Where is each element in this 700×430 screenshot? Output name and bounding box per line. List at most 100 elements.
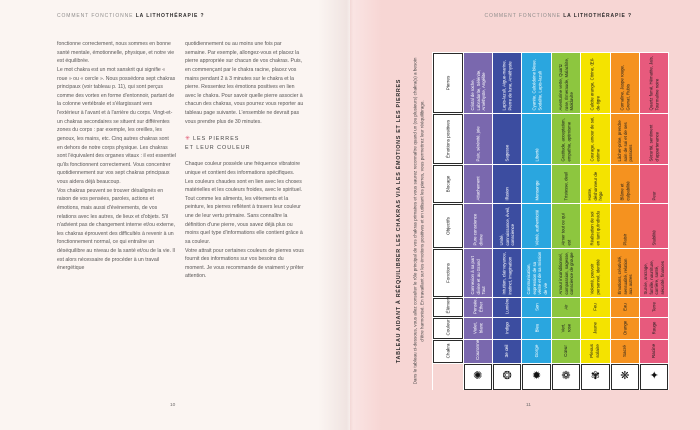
cell-fonctions: Communication, expression de sa vérité e… [522, 248, 551, 297]
cell-fonctions: Connexion à sa part divine et au Grand T… [463, 248, 492, 297]
running-head-title: LA LITHOTHÉRAPIE ? [135, 13, 205, 19]
cell-text: Eau [622, 303, 628, 311]
cell-text: Lapis-lazuli, Aigue-marine, Pierre de lu… [501, 59, 513, 110]
cell-element: Terre [640, 297, 669, 317]
cell-fonctions: Amour inconditionnel, compassion, sagess… [551, 248, 581, 297]
cell-couleur: Jaune [581, 317, 610, 339]
table-row-element: Élément Pensée, Éther Lumière Son Air Feu Eau T… [432, 297, 669, 317]
cell-pierres: Calcite orange, Citrine, Œil-de-tigre [581, 52, 610, 113]
row-label-text: Objectifs [444, 216, 450, 235]
row-label-objectifs: Objectifs [432, 203, 463, 248]
cell-blocage: Attachement [463, 164, 492, 203]
left-page-column-2: quotidiennement ou au moins une fois par… [185, 40, 304, 281]
cell-blocage: Mensonge [522, 164, 551, 203]
cell-objectifs: Unité, connaissance, éveil, conscience [492, 203, 522, 248]
table-row-pierres: Pierres Cristal de roche, Labradorite, Sé… [432, 52, 669, 113]
cell-text: Terre [651, 302, 657, 312]
cell-text: Intuition, clairvoyance, instinct, imagi… [501, 251, 513, 294]
right-page: COMMENT FONCTIONNE LA LITHOTHÉRAPIE ? TA… [350, 0, 700, 430]
lotus-glyph: ✹ [531, 370, 542, 382]
body-paragraph: Vos chakras peuvent se trouver désaligné… [57, 187, 176, 272]
table-sidebar-title-text: TABLEAU AIDANT À RÉÉQUILIBRER LES CHAKRA… [396, 78, 402, 363]
lotus-glyph: ✦ [649, 370, 659, 382]
row-label-element: Élément [432, 297, 463, 317]
cell-text: Plexus solaire [589, 344, 601, 358]
cell-element: Air [551, 297, 581, 317]
row-label-couleur: Couleur [432, 317, 463, 339]
chakra-symbol-icon: ✦ [640, 363, 669, 390]
cell-text: Paix, sérénité, joie [474, 125, 480, 161]
cell-text: Feu [592, 303, 598, 311]
cell-text: Blâme et culpabilité [619, 180, 630, 200]
row-label-chakra: Chakra [432, 339, 463, 363]
cell-chakra: Sacré [610, 339, 640, 363]
cell-element: Son [522, 297, 551, 317]
table-sidebar-title: TABLEAU AIDANT À RÉÉQUILIBRER LES CHAKRA… [392, 52, 406, 389]
cell-couleur: Violet, blanc [463, 317, 492, 339]
cell-text: Bleu [533, 323, 539, 333]
cell-pierres: Quartz fumé, Hématite, Jais, Tourmaline … [640, 52, 669, 113]
running-head-title: LA LITHOTHÉRAPIE ? [563, 13, 632, 19]
table-row-emotions: Émotions positives Paix, sérénité, joie Sa… [432, 113, 669, 164]
cell-emotions: Liberté [522, 113, 551, 164]
cell-chakra: 3e œil [492, 339, 522, 363]
cell-element: Feu [581, 297, 610, 317]
cell-chakra: Gorge [522, 339, 551, 363]
cell-text: Aventurine verte, Quartz rose, Émeraude,… [557, 57, 574, 110]
cell-text: Volonté, pouvoir personnel, identité [589, 258, 601, 294]
cell-element: Lumière [492, 297, 522, 317]
cell-pierres: Cyanite, Calcédoine bleue, Sodalite, Lap… [522, 52, 551, 113]
cell-text: Cœur [563, 345, 569, 357]
cell-blocage: Blâme et culpabilité [610, 164, 640, 203]
running-head-prefix: COMMENT FONCTIONNE [57, 13, 134, 19]
cell-blocage: Tristesse, deuil [551, 164, 581, 203]
cell-text: Connexion à sa part divine et au Grand T… [469, 255, 486, 294]
table-sidebar-intro: Dans le tableau ci-dessous, vous allez c… [407, 52, 431, 389]
cell-text: Réalisation de soi en tant qu'individu [589, 210, 601, 245]
cell-text: Vert, rose [560, 323, 571, 333]
cell-text: Pensée, Éther [472, 298, 483, 314]
cell-text: Unité, connaissance, éveil, conscience [498, 206, 515, 245]
cell-text: Illusion [504, 186, 510, 200]
row-label-pierres: Pierres [432, 52, 463, 113]
cell-text: Vérité, authenticité [533, 209, 539, 245]
cell-pierres: Cornaline, Jaspe rouge, Grenat, Rubis [610, 52, 640, 113]
cell-text: Cyanite, Calcédoine bleue, Sodalite, Lap… [531, 58, 542, 110]
cell-chakra: Racine [640, 339, 669, 363]
cell-emotions: Courage, amour de soi, estime [581, 113, 610, 164]
cell-text: Attachement [474, 175, 480, 200]
row-label-text: Émotions positives [444, 119, 450, 158]
cell-text: 3e œil [504, 344, 510, 358]
cell-text: Cristal de roche, Labradorite, Sélénite,… [469, 69, 486, 110]
column-2-top-paragraphs: quotidiennement ou au moins une fois par… [185, 40, 304, 126]
section-heading: ✳ LES PIERRES ET LEUR COULEUR [185, 135, 304, 152]
table-row-chakra: Chakra Couronne 3e œil Gorge Cœur Plexus sola… [432, 339, 669, 363]
cell-chakra: Cœur [551, 339, 581, 363]
body-paragraph: Votre attrait pour certaines couleurs de… [185, 247, 304, 280]
section-star-icon: ✳ [185, 136, 192, 143]
cell-objectifs: Pure conscience divine [463, 203, 492, 248]
cell-text: Indigo [504, 322, 510, 334]
cell-text: Aimer tout ce qui est [560, 212, 571, 245]
lotus-glyph: ✺ [473, 370, 483, 382]
cell-fonctions: Survie, ancrage, famille, nourriture, ca… [640, 248, 669, 297]
cell-text: Jaune [592, 322, 598, 334]
cell-text: Mensonge [533, 179, 539, 200]
section-heading-line2: ET LEUR COULEUR [185, 145, 251, 152]
left-page: COMMENT FONCTIONNE LA LITHOTHÉRAPIE ? fo… [0, 0, 350, 430]
body-paragraph: Tout comme les aliments, les vêtements e… [185, 195, 303, 245]
column-2-bottom-paragraphs: Chaque couleur possède une fréquence vib… [185, 160, 304, 281]
cell-text: Stabilité [651, 229, 657, 245]
table-row-blocage: Blocage Attachement Illusion Mensonge Triste… [432, 164, 669, 203]
body-paragraph: quotidiennement ou au moins une fois par… [185, 41, 304, 125]
cell-chakra: Plexus solaire [581, 339, 610, 363]
row-label-text: Fonctions [444, 262, 450, 283]
cell-text: Sagesse [504, 144, 510, 161]
cell-fonctions: Émotions, créativité, sensualité, relati… [610, 248, 640, 297]
cell-objectifs: Aimer tout ce qui est [551, 203, 581, 248]
page-number-right: 11 [526, 403, 531, 408]
row-label-emotions: Émotions positives [432, 113, 463, 164]
cell-blocage: Peur [640, 164, 669, 203]
lotus-glyph: ✾ [590, 370, 600, 382]
